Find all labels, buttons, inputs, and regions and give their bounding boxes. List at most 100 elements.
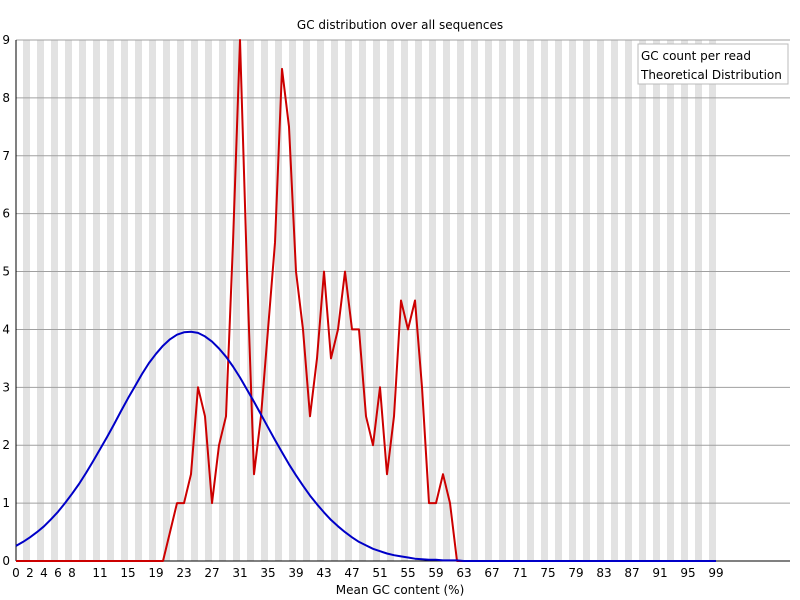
band-28 [415, 40, 422, 561]
y-tick-5: 5 [2, 265, 10, 279]
band-36 [527, 40, 534, 561]
x-tick-99: 99 [708, 566, 723, 580]
x-tick-4: 4 [40, 566, 48, 580]
x-tick-55: 55 [400, 566, 415, 580]
legend-box [637, 43, 789, 85]
x-tick-59: 59 [428, 566, 443, 580]
x-tick-2: 2 [26, 566, 34, 580]
band-38 [555, 40, 562, 561]
band-30 [443, 40, 450, 561]
band-0 [23, 40, 30, 561]
y-tick-7: 7 [2, 149, 10, 163]
x-tick-43: 43 [316, 566, 331, 580]
band-39 [569, 40, 576, 561]
legend-entry-theoretical: Theoretical Distribution [640, 68, 782, 82]
y-tick-2: 2 [2, 438, 10, 452]
legend-entry-gc-count: GC count per read [641, 49, 751, 63]
x-tick-83: 83 [596, 566, 611, 580]
x-tick-87: 87 [624, 566, 639, 580]
y-tick-1: 1 [2, 496, 10, 510]
band-29 [429, 40, 436, 561]
horizontal-gridlines [16, 39, 790, 504]
band-7 [121, 40, 128, 561]
band-19 [289, 40, 296, 561]
x-tick-47: 47 [344, 566, 359, 580]
band-21 [317, 40, 324, 561]
x-tick-27: 27 [204, 566, 219, 580]
x-tick-11: 11 [92, 566, 107, 580]
x-tick-51: 51 [372, 566, 387, 580]
band-32 [471, 40, 478, 561]
x-axis-label: Mean GC content (%) [336, 583, 465, 597]
band-11 [177, 40, 184, 561]
band-46 [667, 40, 674, 561]
x-tick-19: 19 [148, 566, 163, 580]
x-tick-labels: 0 2 4 6 8 11 15 19 23 27 31 35 39 43 47 51 55 59 63 67 71 75 7… [12, 566, 723, 580]
y-tick-6: 6 [2, 207, 10, 221]
band-40 [583, 40, 590, 561]
y-tick-9: 9 [2, 33, 10, 47]
band-9 [149, 40, 156, 561]
y-tick-0: 0 [2, 554, 10, 568]
band-45 [653, 40, 660, 561]
band-41 [597, 40, 604, 561]
x-tick-35: 35 [260, 566, 275, 580]
chart-title: GC distribution over all sequences [297, 18, 503, 32]
x-tick-23: 23 [176, 566, 191, 580]
x-tick-63: 63 [456, 566, 471, 580]
y-tick-3: 3 [2, 380, 10, 394]
x-tick-91: 91 [652, 566, 667, 580]
band-27 [401, 40, 408, 561]
series-lines [15, 39, 716, 562]
band-44 [639, 40, 646, 561]
x-tick-6: 6 [54, 566, 62, 580]
y-tick-4: 4 [2, 322, 10, 336]
band-18 [275, 40, 282, 561]
x-tick-8: 8 [68, 566, 76, 580]
band-47 [681, 40, 688, 561]
band-12 [191, 40, 198, 561]
x-tick-31: 31 [232, 566, 247, 580]
band-13 [205, 40, 212, 561]
band-16 [247, 40, 254, 561]
alternating-bands [23, 40, 716, 561]
band-6 [107, 40, 114, 561]
band-26 [387, 40, 394, 561]
band-20 [303, 40, 310, 561]
band-10 [163, 40, 170, 561]
band-48 [695, 40, 702, 561]
band-2 [51, 40, 58, 561]
x-tick-15: 15 [120, 566, 135, 580]
band-4 [79, 40, 86, 561]
y-tick-8: 8 [2, 91, 10, 105]
x-tick-39: 39 [288, 566, 303, 580]
y-tick-labels: 0 1 2 3 4 5 6 7 8 9 [2, 33, 10, 568]
x-tick-79: 79 [568, 566, 583, 580]
band-42 [611, 40, 618, 561]
band-35 [513, 40, 520, 561]
band-22 [331, 40, 338, 561]
x-tick-75: 75 [540, 566, 555, 580]
band-25 [373, 40, 380, 561]
band-43 [625, 40, 632, 561]
x-tick-71: 71 [512, 566, 527, 580]
band-31 [457, 40, 464, 561]
band-3 [65, 40, 72, 561]
band-37 [541, 40, 548, 561]
x-tick-67: 67 [484, 566, 499, 580]
band-49 [709, 40, 716, 561]
x-tick-0: 0 [12, 566, 20, 580]
band-1 [37, 40, 44, 561]
band-14 [219, 40, 226, 561]
band-17 [261, 40, 268, 561]
x-tick-95: 95 [680, 566, 695, 580]
band-24 [359, 40, 366, 561]
series-line-theoretical [15, 330, 716, 562]
band-34 [499, 40, 506, 561]
legend: GC count per read Theoretical Distributi… [637, 43, 789, 85]
band-15 [233, 40, 240, 561]
band-33 [485, 40, 492, 561]
band-5 [93, 40, 100, 561]
band-8 [135, 40, 142, 561]
